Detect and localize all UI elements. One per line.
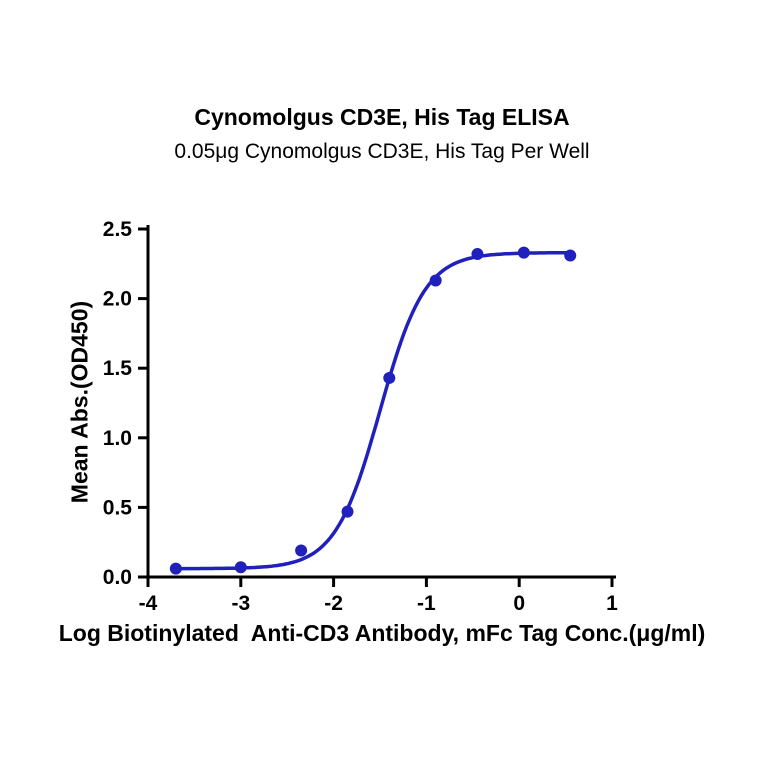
data-point (429, 274, 442, 287)
chart-subtitle: 0.05μg Cynomolgus CD3E, His Tag Per Well (174, 140, 590, 163)
x-tick-label: -3 (231, 592, 250, 615)
y-tick-label: 0.0 (103, 566, 132, 589)
x-tick-label: 0 (513, 592, 525, 615)
x-tick-label: -4 (139, 592, 158, 615)
x-tick-label: 1 (606, 592, 618, 615)
data-point (564, 249, 577, 262)
data-point (169, 562, 182, 575)
y-tick-label: 2.5 (103, 218, 133, 241)
x-tick-label: -2 (324, 592, 343, 615)
data-point (341, 505, 354, 518)
data-point (471, 248, 484, 261)
y-tick-label: 1.0 (103, 427, 132, 450)
y-tick-label: 0.5 (103, 496, 133, 519)
data-point (234, 561, 247, 574)
y-tick-label: 2.0 (103, 288, 132, 311)
fit-curve (174, 250, 572, 571)
data-point (383, 371, 396, 384)
data-point (295, 544, 308, 557)
data-point (517, 246, 530, 259)
y-tick-label: 1.5 (103, 357, 133, 380)
chart-title: Cynomolgus CD3E, His Tag ELISA (194, 104, 570, 130)
x-tick-label: -1 (417, 592, 436, 615)
x-axis-label: Log Biotinylated Anti-CD3 Antibody, mFc … (58, 620, 706, 646)
